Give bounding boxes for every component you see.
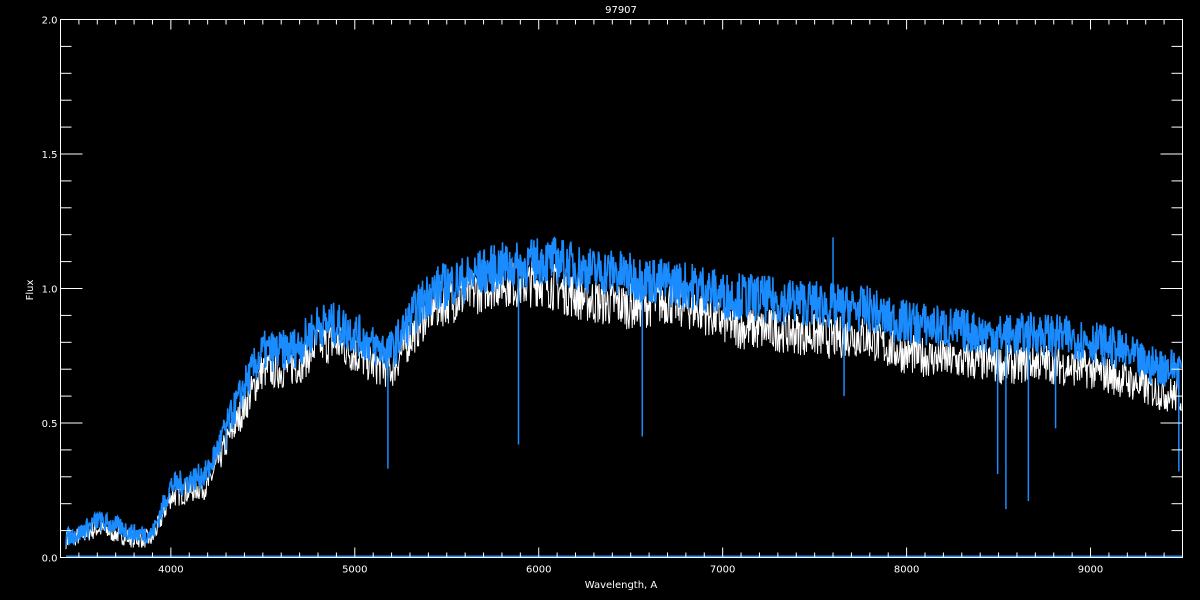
x-tick-label: 5000 [342, 565, 367, 576]
x-tick-label: 8000 [894, 565, 919, 576]
y-tick-label: 1.5 [42, 150, 58, 161]
y-tick-label: 2.0 [42, 16, 58, 27]
x-tick-label: 4000 [158, 565, 183, 576]
y-tick-label: 1.0 [42, 285, 58, 296]
spectrum-series-white [65, 260, 1182, 550]
x-tick-label: 7000 [710, 565, 735, 576]
chart-title: 97907 [605, 5, 637, 16]
y-tick-label: 0.5 [42, 419, 58, 430]
y-tick-label: 0.0 [42, 554, 58, 565]
y-axis-label: Flux [25, 280, 36, 301]
spectrum-series-blue [65, 236, 1182, 546]
x-tick-label: 6000 [526, 565, 551, 576]
plot-area [65, 236, 1183, 558]
x-tick-label: 9000 [1078, 565, 1103, 576]
x-axis-label: Wavelength, A [585, 580, 658, 591]
axes: 4000 5000 6000 7000 8000 9000 0.0 0.5 1.0 1.5 2.0 [42, 16, 1183, 576]
